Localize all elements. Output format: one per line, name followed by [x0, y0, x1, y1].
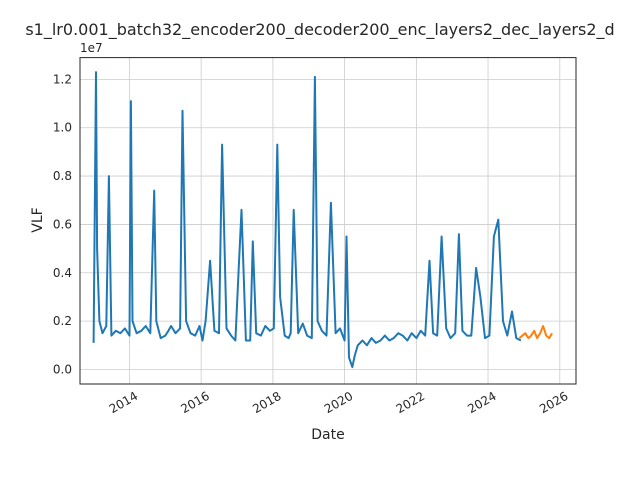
- chart-title: s1_lr0.001_batch32_encoder200_decoder200…: [25, 20, 614, 40]
- x-axis: 2014 2016 2018 2020 2022 2024 2026: [107, 389, 571, 416]
- y-axis-label: VLF: [30, 207, 46, 232]
- y-axis: 0.0 0.2 0.4 0.6 0.8 1.0 1.2: [53, 72, 72, 376]
- axes-frame: [79, 57, 577, 385]
- series-line-2: [518, 325, 553, 340]
- y-tick-label: 0.6: [53, 217, 72, 231]
- y-offset-label: 1e7: [80, 41, 103, 55]
- y-tick-label: 1.2: [53, 72, 72, 86]
- plot-area: [92, 71, 553, 369]
- y-tick-label: 0.8: [53, 169, 72, 183]
- series-line-1: [92, 71, 522, 369]
- y-tick-label: 0.2: [53, 314, 72, 328]
- x-axis-label: Date: [311, 427, 344, 443]
- y-tick-label: 0.0: [53, 362, 72, 376]
- y-tick-label: 1.0: [53, 121, 72, 135]
- y-tick-label: 0.4: [53, 266, 72, 280]
